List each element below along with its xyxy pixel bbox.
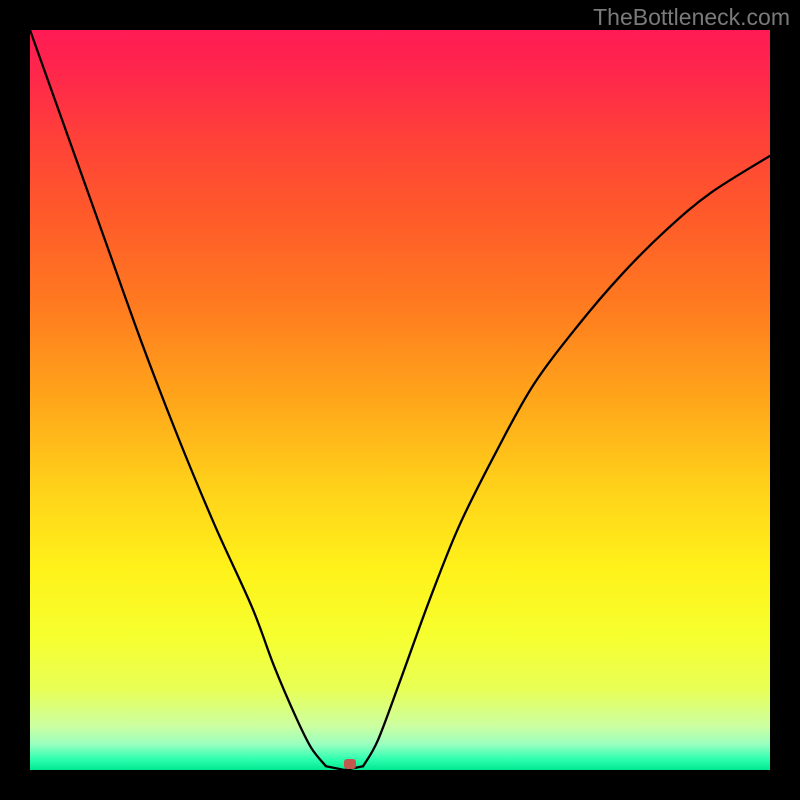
chart-container: TheBottleneck.com <box>0 0 800 800</box>
curve-layer <box>0 0 800 800</box>
curve-left <box>30 30 326 766</box>
curve-right <box>363 156 770 767</box>
watermark-text: TheBottleneck.com <box>593 4 790 31</box>
optimum-marker <box>344 759 356 769</box>
